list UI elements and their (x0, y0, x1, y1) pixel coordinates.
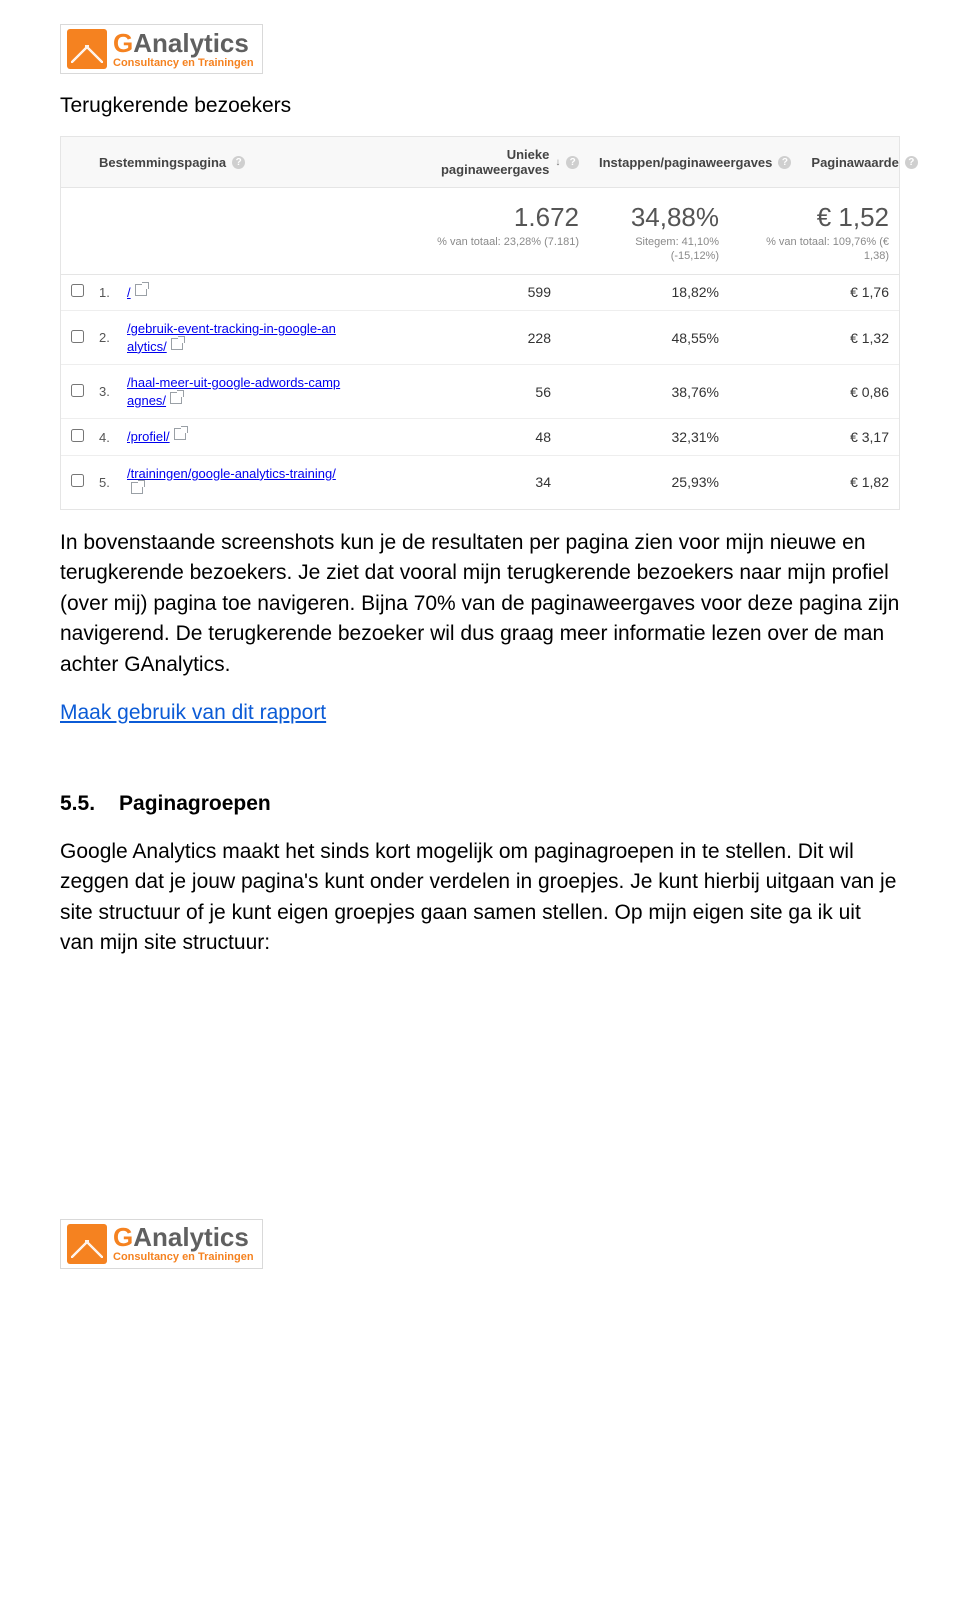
summary-pagevalue-sub: % van totaal: 109,76% (€ 1,38) (739, 235, 889, 264)
row-unique-pageviews: 599 (361, 275, 561, 309)
logo-title: GAnalytics (113, 1224, 254, 1250)
row-index: 3. (89, 375, 117, 408)
table-row: 3. /haal-meer-uit-google-adwords-campagne… (61, 365, 899, 419)
col-header-b-label: Instappen/paginaweergaves (599, 155, 772, 170)
table-row: 5. /trainingen/google-analytics-training/… (61, 456, 899, 509)
logo-badge: GAnalytics Consultancy en Trainingen (60, 1219, 263, 1269)
col-header-a-label: Unieke paginaweergaves (399, 147, 549, 177)
row-index: 5. (89, 466, 117, 499)
row-path-link[interactable]: /gebruik-event-tracking-in-google-analyt… (127, 321, 336, 354)
row-checkbox[interactable] (71, 474, 84, 487)
row-pagevalue: € 1,76 (729, 275, 899, 309)
sort-arrow-icon: ↓ (555, 157, 560, 168)
summary-pagevalue: € 1,52 (739, 202, 889, 233)
summary-entrances-sub: Sitegem: 41,10% (-15,12%) (599, 235, 719, 264)
table-row: 4. /profiel/4832,31%€ 3,17 (61, 419, 899, 456)
heading-number: 5.5. (60, 792, 95, 815)
paragraph-2: Google Analytics maakt het sinds kort mo… (60, 837, 900, 959)
row-pagevalue: € 3,17 (729, 420, 899, 454)
report-link[interactable]: Maak gebruik van dit rapport (60, 701, 326, 724)
summary-unique-pageviews-sub: % van totaal: 23,28% (7.181) (399, 235, 579, 249)
row-unique-pageviews: 56 (361, 375, 561, 409)
col-header-path-label: Bestemmingspagina (99, 155, 226, 170)
row-index: 2. (89, 321, 117, 354)
logo-title: GAnalytics (113, 30, 254, 56)
logo-subtitle: Consultancy en Trainingen (113, 1252, 254, 1263)
col-header-pagevalue[interactable]: Paginawaarde ? (801, 137, 960, 187)
row-checkbox[interactable] (71, 429, 84, 442)
row-checkbox[interactable] (71, 384, 84, 397)
help-icon[interactable]: ? (778, 156, 791, 169)
col-header-unique-pageviews[interactable]: Unieke paginaweergaves ↓ ? (389, 137, 589, 187)
external-link-icon[interactable] (171, 338, 183, 350)
logo-icon (67, 29, 107, 69)
row-entrances: 48,55% (561, 321, 729, 355)
subsection-heading: 5.5. Paginagroepen (60, 789, 900, 819)
logo-subtitle: Consultancy en Trainingen (113, 58, 254, 69)
row-unique-pageviews: 48 (361, 420, 561, 454)
row-pagevalue: € 1,32 (729, 321, 899, 355)
external-link-icon[interactable] (135, 284, 147, 296)
row-index: 1. (89, 276, 117, 309)
external-link-icon[interactable] (170, 392, 182, 404)
logo-badge: GAnalytics Consultancy en Trainingen (60, 24, 263, 74)
row-entrances: 32,31% (561, 420, 729, 454)
col-header-path[interactable]: Bestemmingspagina ? (89, 137, 389, 187)
analytics-table: Bestemmingspagina ? Unieke paginaweergav… (60, 136, 900, 510)
row-path-link[interactable]: /haal-meer-uit-google-adwords-campagnes/ (127, 375, 340, 408)
row-unique-pageviews: 34 (361, 465, 561, 499)
section-title: Terugkerende bezoekers (60, 94, 900, 118)
logo-icon (67, 1224, 107, 1264)
col-header-c-label: Paginawaarde (811, 155, 898, 170)
heading-text: Paginagroepen (119, 792, 271, 815)
row-entrances: 38,76% (561, 375, 729, 409)
row-entrances: 25,93% (561, 465, 729, 499)
row-checkbox[interactable] (71, 330, 84, 343)
header-logo: GAnalytics Consultancy en Trainingen (60, 24, 900, 74)
row-entrances: 18,82% (561, 275, 729, 309)
row-checkbox[interactable] (71, 284, 84, 297)
row-path-link[interactable]: /trainingen/google-analytics-training/ (127, 466, 336, 481)
row-path-link[interactable]: / (127, 285, 131, 300)
row-index: 4. (89, 421, 117, 454)
col-header-entrances[interactable]: Instappen/paginaweergaves ? (589, 137, 801, 187)
external-link-icon[interactable] (131, 482, 143, 494)
paragraph-1: In bovenstaande screenshots kun je de re… (60, 528, 900, 680)
row-unique-pageviews: 228 (361, 321, 561, 355)
row-pagevalue: € 1,82 (729, 465, 899, 499)
external-link-icon[interactable] (174, 428, 186, 440)
help-icon[interactable]: ? (232, 156, 245, 169)
help-icon[interactable]: ? (905, 156, 918, 169)
table-row: 2. /gebruik-event-tracking-in-google-anal… (61, 311, 899, 365)
summary-unique-pageviews: 1.672 (399, 202, 579, 233)
help-icon[interactable]: ? (566, 156, 579, 169)
row-path-link[interactable]: /profiel/ (127, 429, 170, 444)
row-pagevalue: € 0,86 (729, 375, 899, 409)
footer-logo: GAnalytics Consultancy en Trainingen (60, 1219, 900, 1269)
summary-entrances: 34,88% (599, 202, 719, 233)
table-row: 1. / 59918,82%€ 1,76 (61, 275, 899, 312)
